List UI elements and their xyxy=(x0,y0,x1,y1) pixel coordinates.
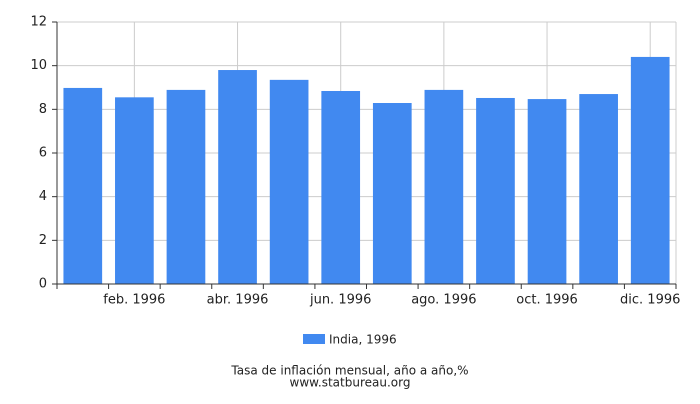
y-tick-label: 6 xyxy=(39,146,47,161)
bar xyxy=(476,97,515,284)
x-tick-label: ago. 1996 xyxy=(411,293,476,308)
x-tick-label: jun. 1996 xyxy=(309,293,371,308)
bar xyxy=(424,89,464,284)
caption: Tasa de inflación mensual, año a año,% xyxy=(230,364,468,378)
bar xyxy=(630,56,670,284)
y-tick-label: 4 xyxy=(39,189,47,204)
legend-swatch xyxy=(303,334,325,344)
y-tick-label: 2 xyxy=(39,233,47,248)
x-tick-label: feb. 1996 xyxy=(103,293,165,308)
bar xyxy=(166,89,206,284)
bar xyxy=(372,103,412,284)
legend-label: India, 1996 xyxy=(329,333,397,347)
y-tick-label: 10 xyxy=(30,58,47,73)
y-tick-label: 0 xyxy=(39,277,47,292)
x-tick-label: oct. 1996 xyxy=(516,293,578,308)
bar xyxy=(115,97,154,284)
bar xyxy=(218,70,257,285)
y-tick-label: 12 xyxy=(30,15,47,30)
x-tick-label: abr. 1996 xyxy=(207,293,269,308)
bar xyxy=(321,90,361,284)
y-tick-label: 8 xyxy=(39,102,47,117)
x-tick-label: dic. 1996 xyxy=(620,293,680,308)
source: www.statbureau.org xyxy=(290,376,411,390)
bar xyxy=(63,87,103,284)
bar xyxy=(579,94,618,284)
bar xyxy=(527,99,567,285)
bar xyxy=(269,79,309,284)
